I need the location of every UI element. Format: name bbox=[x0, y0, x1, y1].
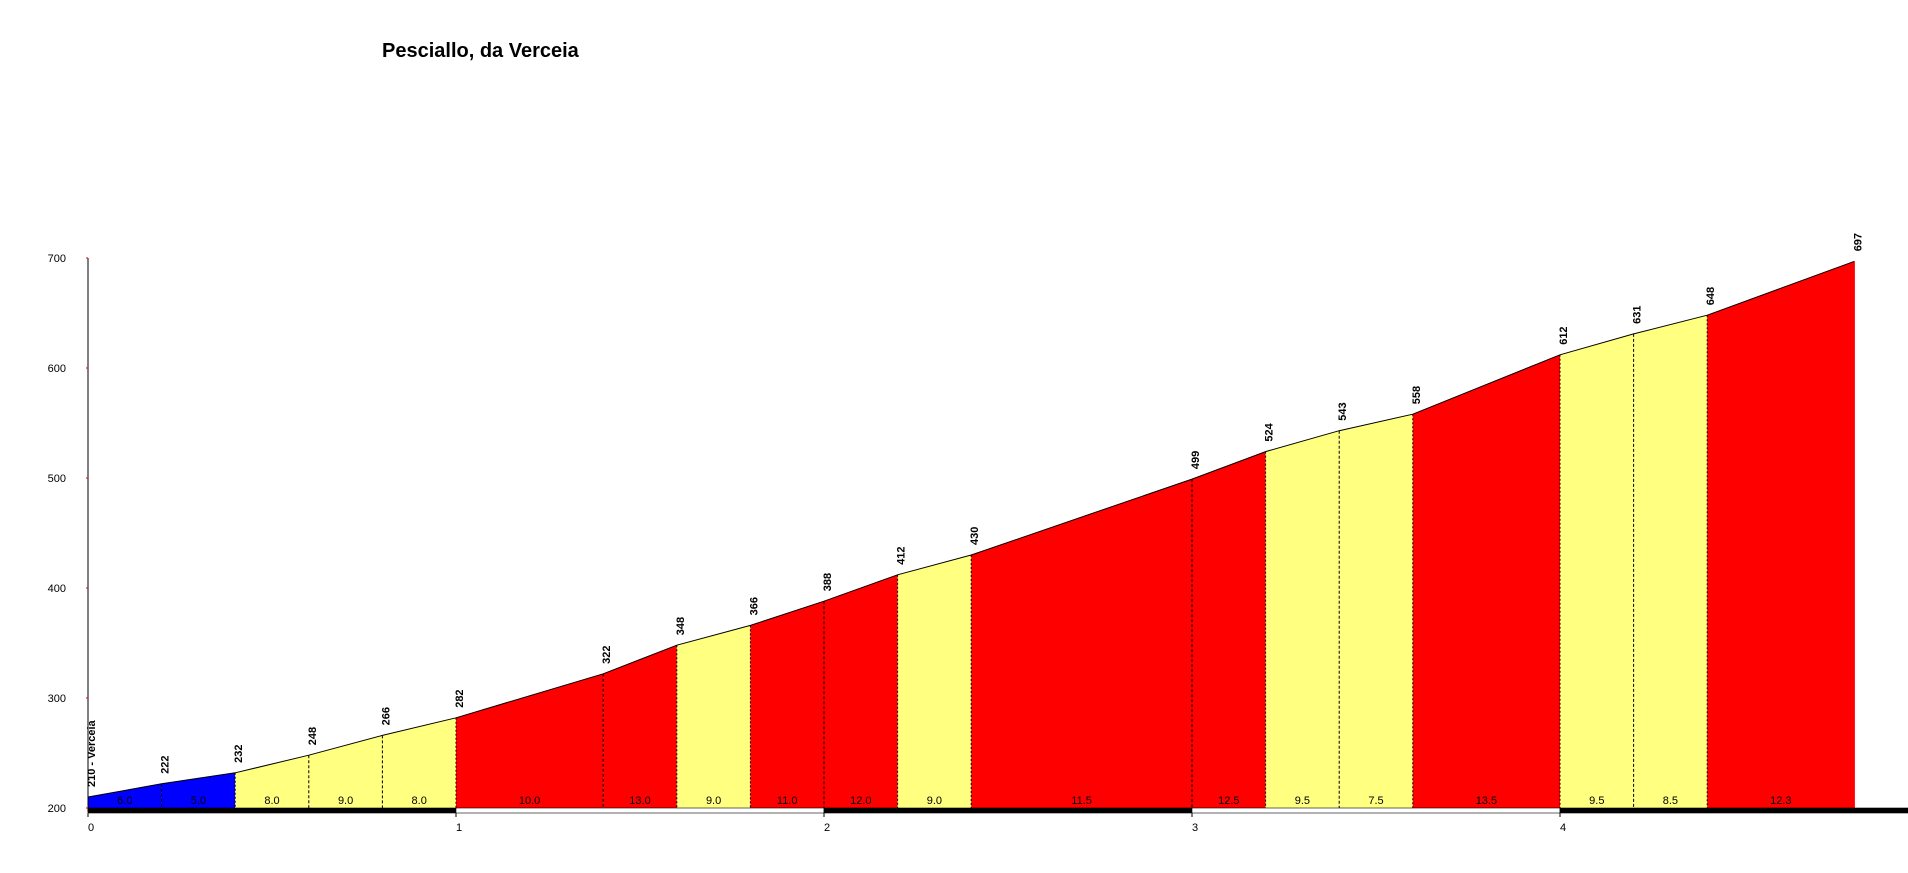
km-bar-block bbox=[823, 807, 1193, 814]
gradient-label: 9.0 bbox=[706, 795, 721, 807]
chart-title: Pesciallo, da Verceia bbox=[382, 40, 579, 62]
gradient-label: 9.5 bbox=[1589, 795, 1604, 807]
km-bar-block bbox=[1559, 807, 1908, 814]
gradient-label: 12.5 bbox=[1218, 795, 1239, 807]
km-bar-block bbox=[87, 807, 457, 814]
y-tick-label: 300 bbox=[48, 693, 66, 705]
elevation-label: 524 bbox=[1264, 422, 1276, 441]
gradient-label: 8.5 bbox=[1663, 795, 1678, 807]
x-tick-label: 1 bbox=[456, 822, 462, 834]
gradient-segment bbox=[603, 645, 677, 808]
x-tick-label: 4 bbox=[1560, 822, 1566, 834]
elevation-label: 322 bbox=[601, 645, 613, 663]
elevation-label: 412 bbox=[896, 546, 908, 564]
elevation-label: 430 bbox=[969, 527, 981, 545]
gradient-label: 9.5 bbox=[1295, 795, 1310, 807]
gradient-label: 6.0 bbox=[117, 795, 132, 807]
y-tick-label: 700 bbox=[48, 253, 66, 265]
elevation-label: 388 bbox=[822, 573, 834, 591]
gradient-segment bbox=[1265, 430, 1340, 808]
elevation-label: 248 bbox=[307, 727, 319, 745]
gradient-label: 13.0 bbox=[629, 795, 650, 807]
gradient-label: 12.0 bbox=[850, 795, 871, 807]
gradient-label: 13.5 bbox=[1476, 795, 1497, 807]
y-tick-label: 500 bbox=[48, 473, 66, 485]
gradient-segment bbox=[382, 717, 456, 808]
profile-line bbox=[87, 260, 1855, 798]
y-tick-label: 400 bbox=[48, 583, 66, 595]
gradient-label: 5.0 bbox=[191, 795, 206, 807]
gradient-segment bbox=[1707, 261, 1855, 808]
gradient-label: 8.0 bbox=[264, 795, 279, 807]
gradient-segment bbox=[1412, 354, 1560, 808]
gradient-label: 8.0 bbox=[412, 795, 427, 807]
gradient-segment bbox=[897, 555, 972, 808]
elevation-label: 499 bbox=[1190, 451, 1202, 469]
gradient-label: 11.5 bbox=[1071, 795, 1092, 807]
gradient-label: 9.0 bbox=[338, 795, 353, 807]
y-tick-label: 200 bbox=[48, 803, 66, 815]
gradient-segment bbox=[456, 673, 604, 808]
gradient-segment bbox=[308, 735, 383, 808]
elevation-label: 648 bbox=[1705, 287, 1717, 305]
km-bar-block bbox=[1191, 807, 1561, 814]
elevation-label: 558 bbox=[1411, 386, 1423, 404]
gradient-segment bbox=[1192, 451, 1266, 808]
x-tick-label: 0 bbox=[88, 822, 94, 834]
gradient-label: 12.3 bbox=[1770, 795, 1791, 807]
x-tick-label: 3 bbox=[1192, 822, 1198, 834]
gradient-label: 7.5 bbox=[1368, 795, 1383, 807]
gradient-segment bbox=[676, 625, 751, 808]
elevation-label: 232 bbox=[233, 744, 245, 762]
gradient-segment bbox=[824, 574, 898, 808]
y-tick-label: 600 bbox=[48, 363, 66, 375]
gradient-segment bbox=[161, 772, 236, 808]
gradient-segment bbox=[88, 783, 162, 808]
gradient-label: 10.0 bbox=[519, 795, 540, 807]
elevation-label: 366 bbox=[748, 597, 760, 615]
elevation-label: 282 bbox=[454, 689, 466, 707]
elevation-label: 210 - Verceia bbox=[86, 719, 98, 787]
gradient-segment bbox=[750, 601, 824, 808]
elevation-label: 697 bbox=[1852, 233, 1864, 251]
elevation-label: 348 bbox=[675, 617, 687, 635]
km-bar-block bbox=[455, 807, 825, 814]
elevation-label: 222 bbox=[160, 755, 172, 773]
gradient-segment bbox=[1339, 414, 1413, 808]
gradient-label: 9.0 bbox=[927, 795, 942, 807]
gradient-segment bbox=[1560, 333, 1634, 808]
elevation-label: 266 bbox=[380, 707, 392, 725]
elevation-label: 543 bbox=[1337, 402, 1349, 420]
elevation-label: 612 bbox=[1558, 326, 1570, 344]
x-tick-label: 2 bbox=[824, 822, 830, 834]
elevation-label: 631 bbox=[1632, 306, 1644, 324]
gradient-segment bbox=[1633, 315, 1708, 808]
gradient-label: 11.0 bbox=[777, 795, 798, 807]
gradient-segment bbox=[971, 479, 1192, 808]
